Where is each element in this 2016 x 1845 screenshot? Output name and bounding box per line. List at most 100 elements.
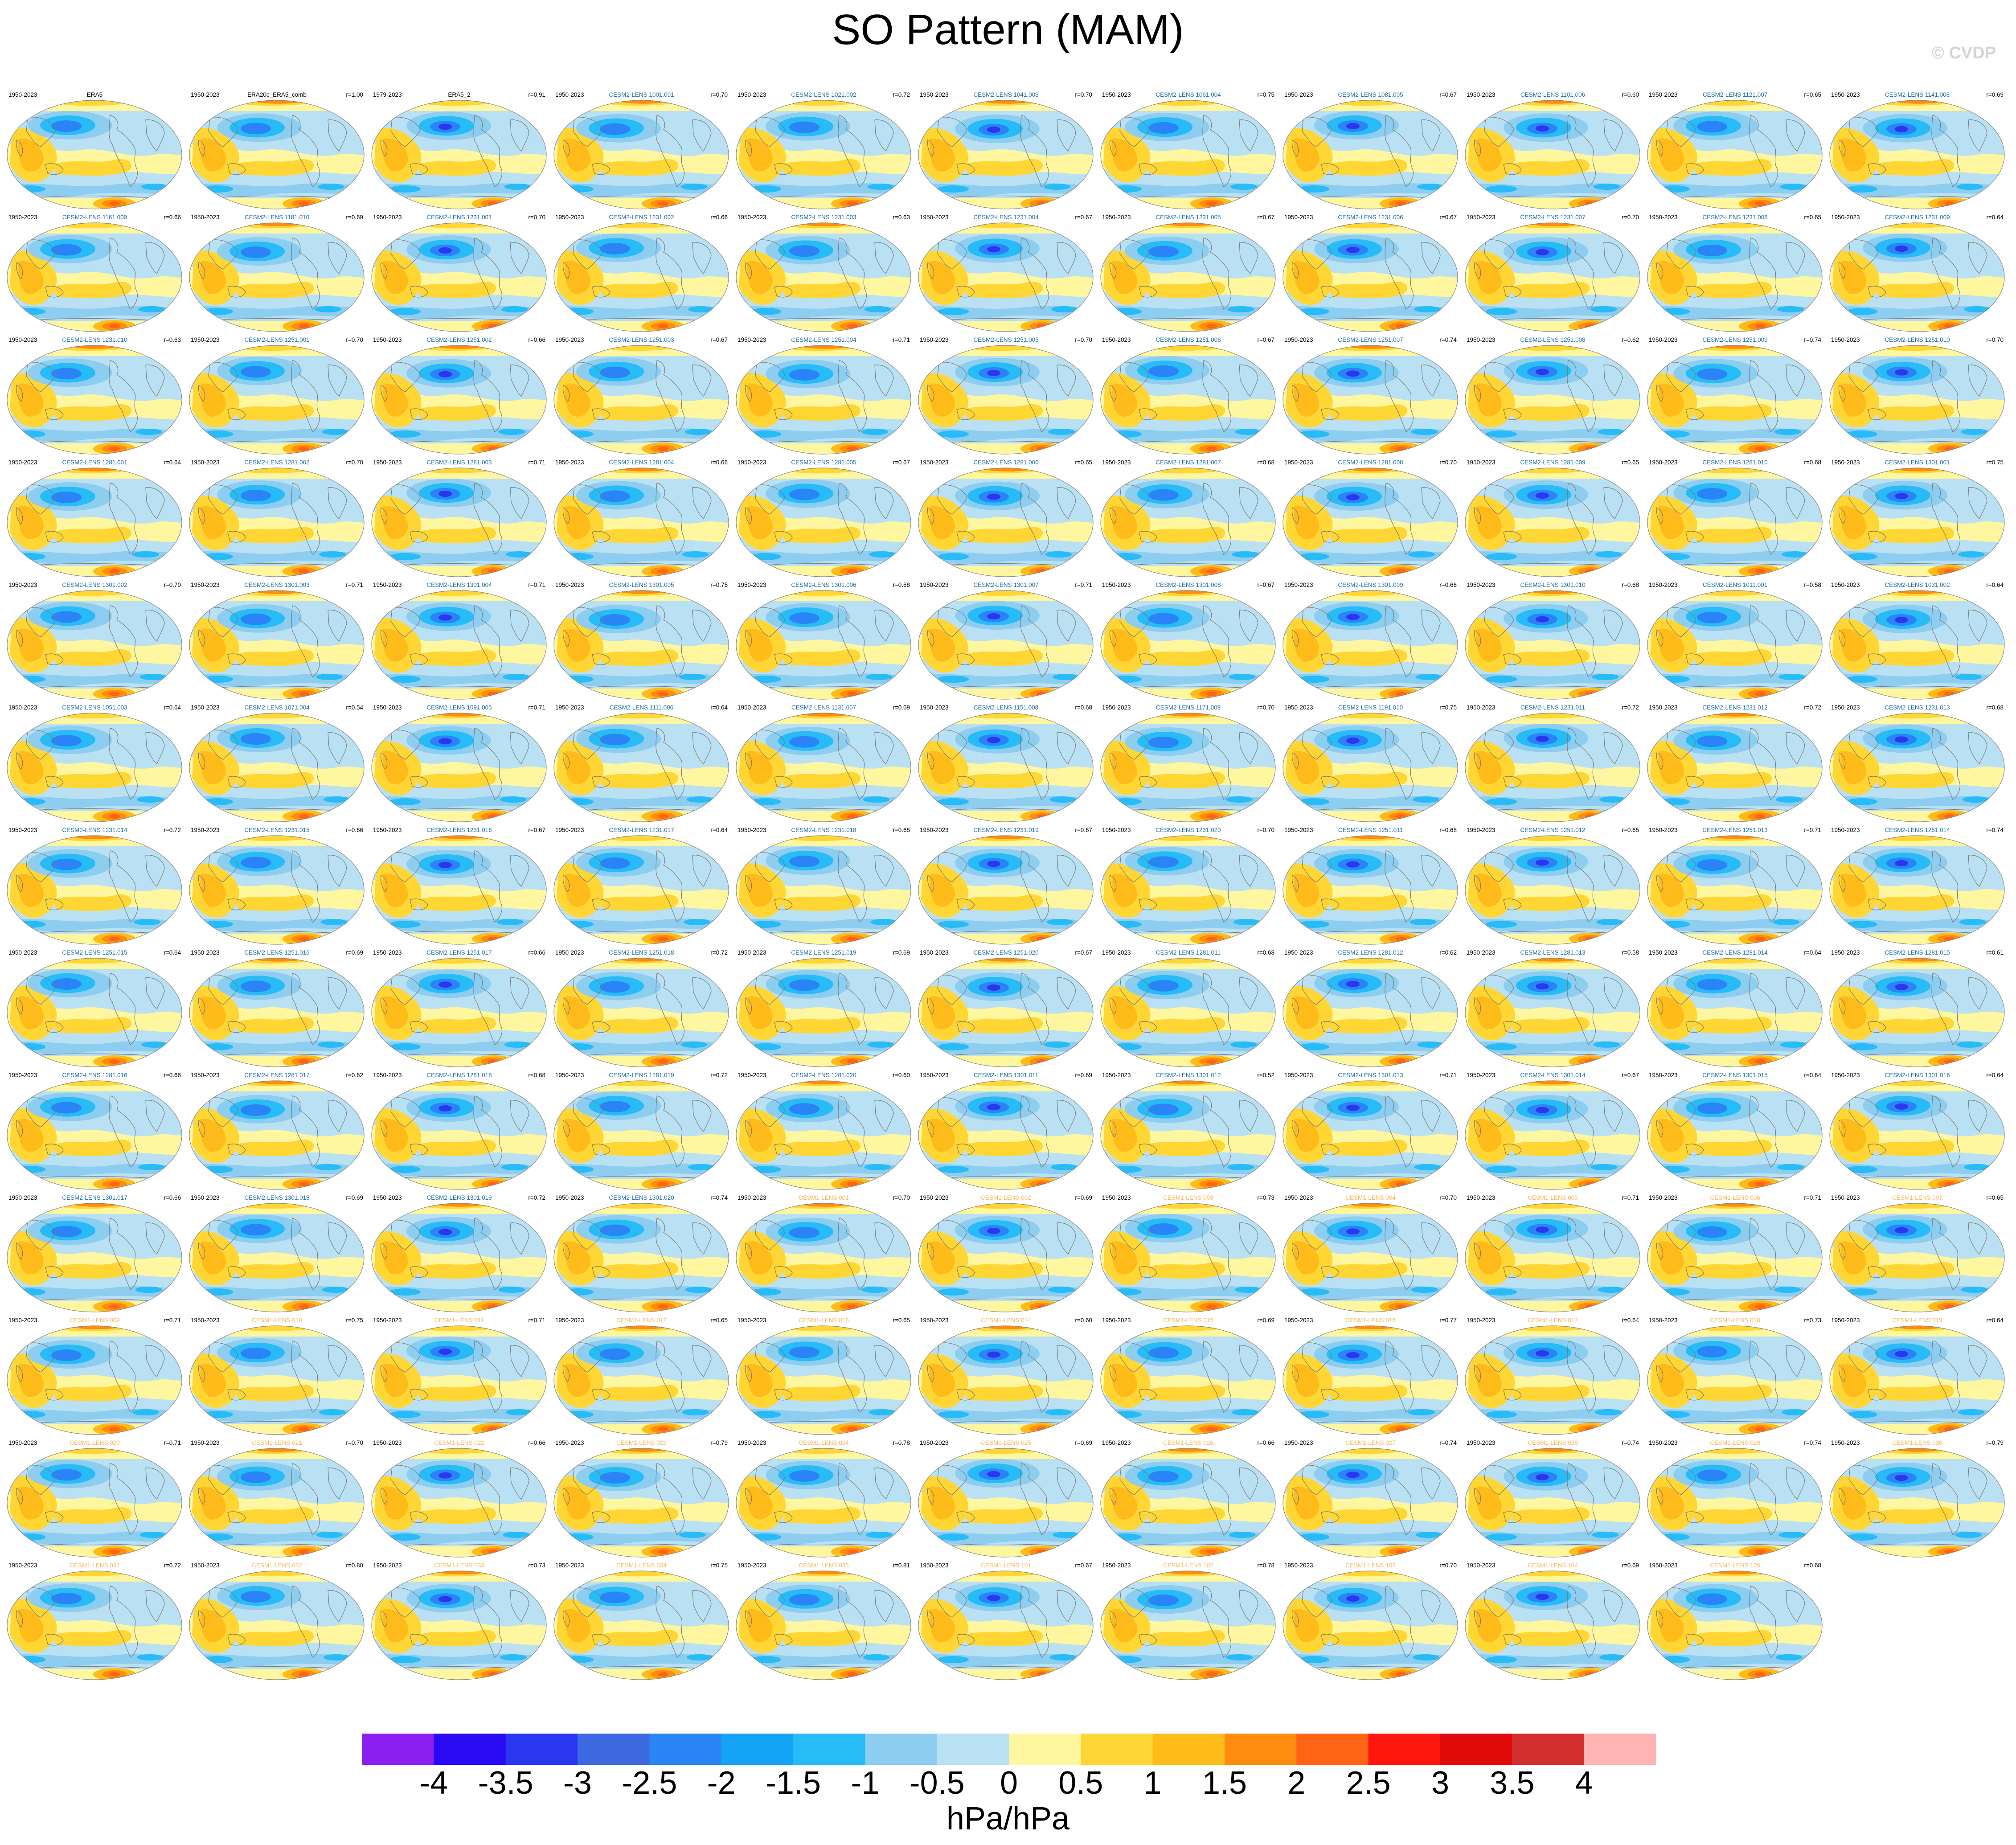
- panel-title: CESM1-LENS 015: [1163, 1317, 1213, 1324]
- panel-title: CESM1-LENS 004: [1345, 1194, 1396, 1201]
- map-panel: 1950-2023 CESM2-LENS 1281.012 r=0.62: [1279, 949, 1462, 1072]
- panel-years: 1950-2023: [738, 336, 766, 343]
- map-panel: 1950-2023 CESM2-LENS 1251.010 r=0.70: [1826, 336, 2009, 459]
- robinson-map: [918, 1080, 1094, 1190]
- panel-years: 1950-2023: [1467, 949, 1496, 956]
- panel-correlation: r=0.65: [1622, 827, 1639, 833]
- panel-correlation: r=0.71: [164, 1317, 181, 1324]
- panel-years: 1950-2023: [920, 582, 949, 588]
- panel-correlation: r=0.70: [1075, 91, 1092, 98]
- panel-years: 1950-2023: [373, 214, 402, 221]
- map-panel: 1950-2023 CESM2-LENS 1231.001 r=0.70: [368, 214, 551, 336]
- panel-years: 1950-2023: [373, 1072, 402, 1078]
- robinson-map: [1283, 1080, 1458, 1190]
- map-panel: 1950-2023 CESM2-LENS 1251.015 r=0.64: [3, 949, 186, 1072]
- panel-correlation: r=0.71: [346, 582, 363, 588]
- panel-title: CESM2-LENS 1301.018: [244, 1194, 310, 1201]
- panel-correlation: r=0.58: [1622, 949, 1639, 956]
- map-panel: 1950-2023 CESM2-LENS 1231.005 r=0.67: [1097, 214, 1280, 336]
- robinson-map: [1100, 1080, 1276, 1190]
- colorbar-tick: 0.5: [1058, 1765, 1103, 1801]
- panel-correlation: r=0.71: [528, 704, 545, 711]
- map-panel: 1950-2023 CESM2-LENS 1231.006 r=0.67: [1279, 214, 1462, 336]
- panel-years: 1950-2023: [1831, 1072, 1860, 1078]
- panel-years: 1950-2023: [8, 582, 37, 588]
- panel-years: 1950-2023: [555, 1317, 584, 1324]
- robinson-map: [1283, 835, 1458, 945]
- panel-correlation: r=0.67: [1439, 91, 1457, 98]
- map-panel: 1950-2023 CESM2-LENS 1251.016 r=0.69: [185, 949, 369, 1072]
- colorbar-swatch: [1584, 1734, 1656, 1765]
- panel-correlation: r=0.67: [1257, 582, 1274, 588]
- map-panel: 1950-2023 ERA5: [3, 91, 186, 214]
- map-panel: 1950-2023 CESM2-LENS 1301.011 r=0.69: [914, 1072, 1098, 1194]
- panel-years: 1950-2023: [191, 582, 220, 588]
- robinson-map: [1283, 713, 1458, 822]
- panel-correlation: r=0.66: [1257, 1439, 1274, 1446]
- panel-years: 1950-2023: [1102, 1439, 1131, 1446]
- robinson-map: [736, 1080, 911, 1190]
- panel-years: 1950-2023: [1467, 1072, 1496, 1078]
- map-panel: 1950-2023 CESM2-LENS 1301.014 r=0.67: [1461, 1072, 1644, 1194]
- map-panel: 1950-2023 CESM1-LENS 025 r=0.69: [914, 1439, 1098, 1562]
- panel-years: 1950-2023: [738, 827, 766, 833]
- map-panel: 1950-2023 CESM1-LENS 016 r=0.77: [1279, 1317, 1462, 1439]
- map-panel: 1950-2023 CESM2-LENS 1231.008 r=0.65: [1643, 214, 1827, 336]
- colorbar-tick: 0: [1000, 1765, 1018, 1801]
- panel-correlation: r=0.75: [1257, 91, 1274, 98]
- map-panel: 1950-2023 CESM2-LENS 1231.014 r=0.72: [3, 827, 186, 949]
- panel-correlation: r=0.64: [1986, 214, 2004, 221]
- panel-correlation: r=0.74: [1439, 336, 1457, 343]
- panel-correlation: r=0.67: [1075, 949, 1092, 956]
- robinson-map: [371, 1325, 547, 1435]
- panel-years: 1950-2023: [738, 91, 766, 98]
- robinson-map: [736, 958, 911, 1067]
- panel-correlation: r=0.80: [346, 1562, 363, 1569]
- map-panel: 1950-2023 CESM2-LENS 1251.009 r=0.74: [1643, 336, 1827, 459]
- robinson-map: [1100, 1325, 1276, 1435]
- colorbar-tick: -1: [851, 1765, 880, 1801]
- panel-correlation: r=0.71: [528, 459, 545, 466]
- map-panel: 1950-2023 CESM1-LENS 020 r=0.71: [3, 1439, 186, 1562]
- robinson-map: [1100, 1448, 1276, 1558]
- panel-correlation: r=0.67: [1622, 1072, 1639, 1078]
- robinson-map: [1465, 1325, 1640, 1435]
- panel-correlation: r=0.69: [346, 214, 363, 221]
- panel-title: CESM2-LENS 1231.018: [791, 827, 856, 833]
- map-panel: 1950-2023 CESM2-LENS 1301.007 r=0.71: [914, 582, 1098, 704]
- map-panel: 1950-2023 CESM1-LENS 018 r=0.73: [1643, 1317, 1827, 1439]
- panel-years: 1950-2023: [1467, 214, 1496, 221]
- panel-correlation: r=0.66: [164, 1072, 181, 1078]
- map-panel: 1950-2023 CESM1-LENS 015 r=0.69: [1097, 1317, 1280, 1439]
- robinson-map: [1829, 1448, 2005, 1558]
- panel-title: CESM2-LENS 1171.009: [1156, 704, 1221, 711]
- robinson-map: [371, 222, 547, 332]
- panel-correlation: r=0.72: [164, 1562, 181, 1569]
- colorbar-tick: -0.5: [909, 1765, 965, 1801]
- panel-years: 1950-2023: [373, 1317, 402, 1324]
- panel-title: CESM2-LENS 1231.017: [609, 827, 674, 833]
- panel-years: 1950-2023: [8, 1072, 37, 1078]
- panel-years: 1950-2023: [555, 1439, 584, 1446]
- robinson-map: [1100, 590, 1276, 700]
- panel-title: CESM1-LENS 018: [1710, 1317, 1760, 1324]
- panel-title: CESM2-LENS 1301.001: [1885, 459, 1950, 466]
- panel-title: CESM2-LENS 1251.008: [1520, 336, 1586, 343]
- panel-title: CESM2-LENS 1231.005: [1156, 214, 1221, 221]
- panel-years: 1950-2023: [191, 1439, 220, 1446]
- robinson-map: [1647, 835, 1823, 945]
- panel-title: CESM1-LENS 101: [981, 1562, 1031, 1569]
- panel-title: CESM2-LENS 1301.004: [426, 582, 492, 588]
- map-panel: 1950-2023 CESM2-LENS 1281.016 r=0.66: [3, 1072, 186, 1194]
- panel-title: CESM2-LENS 1301.019: [426, 1194, 492, 1201]
- panel-years: 1950-2023: [738, 949, 766, 956]
- robinson-map: [371, 1448, 547, 1558]
- robinson-map: [1465, 835, 1640, 945]
- panel-title: CESM2-LENS 1301.008: [1156, 582, 1221, 588]
- panel-title: CESM2-LENS 1281.001: [62, 459, 127, 466]
- panel-title: CESM2-LENS 1281.014: [1702, 949, 1768, 956]
- panel-years: 1950-2023: [191, 1562, 220, 1569]
- robinson-map: [736, 100, 911, 209]
- panel-title: CESM2-LENS 1231.019: [973, 827, 1039, 833]
- robinson-map: [1283, 467, 1458, 577]
